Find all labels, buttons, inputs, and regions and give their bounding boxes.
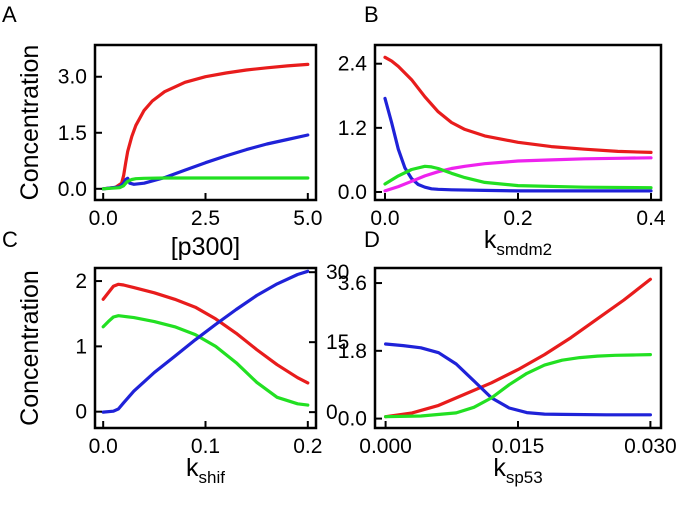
panel-c-x-axis-title-main: k bbox=[186, 454, 199, 482]
panel-d-ytick-label: 0.0 bbox=[338, 408, 367, 431]
panel-c-ytick-label: 2 bbox=[75, 270, 87, 293]
panel-c-xtick-label: 0.0 bbox=[89, 435, 118, 458]
panel-a-x-axis-title: [p300] bbox=[171, 233, 241, 261]
panel-a-ytick-label: 1.5 bbox=[58, 122, 87, 145]
panel-d-xtick-label: 0.000 bbox=[359, 435, 412, 458]
panel-c-frame bbox=[93, 266, 318, 430]
panel-c-series-1-line bbox=[101, 282, 310, 385]
panel-c-series-2-line bbox=[101, 314, 310, 407]
panel-b-xtick-label: 0.2 bbox=[503, 207, 532, 230]
panel-a-y-axis-title: Concentration bbox=[16, 45, 44, 201]
panel-b-ytick-label: 1.2 bbox=[338, 117, 367, 140]
panel-c-xtick-label: 0.1 bbox=[191, 435, 220, 458]
panel-b-xtick-label: 0.4 bbox=[636, 207, 666, 230]
panel-b-x-axis-title-subscript: smdm2 bbox=[496, 240, 552, 259]
panel-b-ytick-label: 0.0 bbox=[338, 181, 367, 204]
panel-d-ytick-label: 1.8 bbox=[338, 340, 367, 363]
panel-letter-b: B bbox=[364, 2, 379, 27]
panel-c-y2tick-label: 30 bbox=[326, 261, 349, 284]
panel-letter-d: D bbox=[364, 227, 380, 252]
panel-b-ytick-label: 2.4 bbox=[338, 53, 368, 76]
panel-b-series-1-line bbox=[383, 55, 653, 154]
panel-b-series-4-line bbox=[383, 164, 653, 190]
panel-d-xtick-label: 0.015 bbox=[492, 435, 545, 458]
panel-a-xtick-label: 5.0 bbox=[293, 207, 322, 230]
panel-c-xtick-label: 0.2 bbox=[293, 435, 322, 458]
panel-c-series-3-line bbox=[101, 269, 310, 414]
panel-c-ytick-label: 1 bbox=[75, 335, 87, 358]
panel-a-series-2-line bbox=[101, 133, 310, 191]
panel-d-x-axis-title: ksp53 bbox=[493, 454, 542, 487]
panel-a-series-1-line bbox=[101, 62, 310, 191]
panel-b-series-3-line bbox=[383, 156, 653, 193]
panel-a-x-axis-title-main: [p300] bbox=[171, 233, 241, 261]
panel-d-x-axis-title-main: k bbox=[493, 454, 506, 482]
panel-d-x-axis-title-subscript: sp53 bbox=[506, 468, 543, 487]
panel-b-frame bbox=[373, 43, 663, 202]
panel-c-x-axis-title: kshif bbox=[186, 454, 225, 487]
panel-d-xtick-label: 0.030 bbox=[624, 435, 677, 458]
panel-c-y2tick-label: 0 bbox=[326, 401, 338, 424]
panel-b-x-axis-title: ksmdm2 bbox=[484, 226, 552, 259]
panel-a-xtick-label: 0.0 bbox=[89, 207, 118, 230]
panel-b-series-2-line bbox=[383, 96, 653, 193]
panel-c-y2tick-label: 15 bbox=[326, 331, 349, 354]
panel-b-x-axis-title-main: k bbox=[484, 226, 497, 254]
panel-b-xtick-label: 0.0 bbox=[370, 207, 399, 230]
panel-a-series-3-line bbox=[101, 176, 310, 191]
panel-d-ytick-label: 3.6 bbox=[338, 272, 367, 295]
panel-a-xtick-label: 2.5 bbox=[191, 207, 220, 230]
panel-d-chart: 0.000 0.015 0.030 0.0 1.8 3.6 ksp53 bbox=[338, 266, 677, 487]
panel-d-series-1-line bbox=[384, 277, 653, 419]
panel-a-ytick-label: 3.0 bbox=[58, 66, 87, 89]
panel-d-series-3-line bbox=[384, 353, 653, 419]
panel-c-y-axis-title: Concentration bbox=[16, 270, 44, 426]
panel-c-ytick-label: 0 bbox=[75, 401, 87, 424]
panel-c-x-axis-title-subscript: shif bbox=[199, 468, 226, 487]
panel-b-chart: 0.0 0.2 0.4 0.0 1.2 2.4 ksmdm2 bbox=[338, 43, 666, 259]
panel-letter-a: A bbox=[2, 2, 17, 27]
panel-a-chart: 0.0 2.5 5.0 0.0 1.5 3.0 Concentration [p300] bbox=[16, 43, 322, 261]
panel-letter-c: C bbox=[2, 227, 18, 252]
panel-a-ytick-label: 0.0 bbox=[58, 178, 87, 201]
